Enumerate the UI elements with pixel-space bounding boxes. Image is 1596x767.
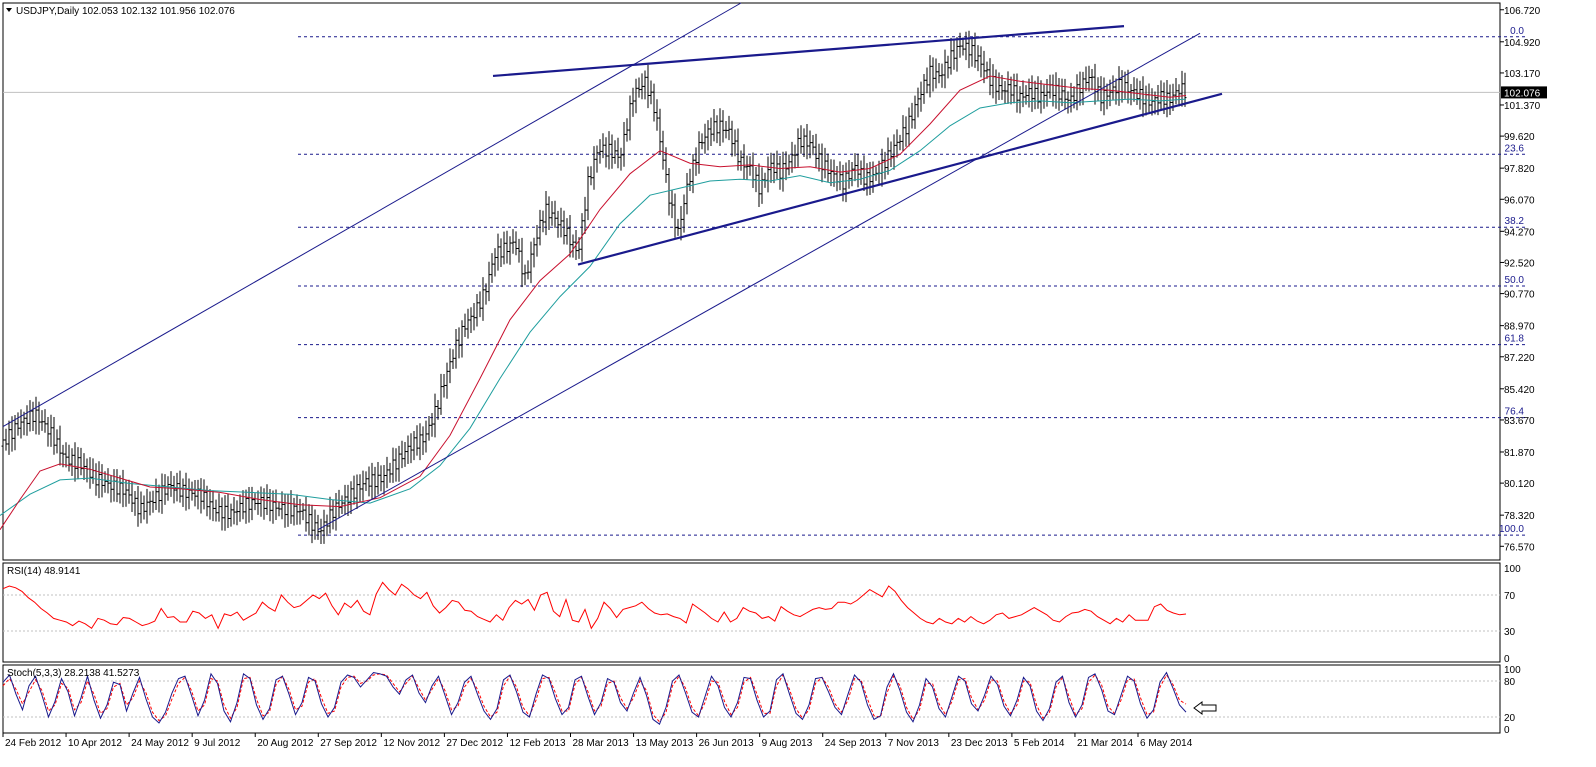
stoch-main-line	[2, 671, 1187, 725]
time-tick-label: 9 Aug 2013	[762, 738, 813, 749]
price-tick-label: 83.670	[1504, 416, 1535, 427]
price-tick-label: 80.120	[1504, 479, 1535, 490]
time-tick-label: 7 Nov 2013	[888, 738, 940, 749]
fib-level-label: 38.2	[1505, 216, 1525, 227]
fib-level-label: 23.6	[1505, 143, 1525, 154]
time-tick-label: 21 Mar 2014	[1077, 738, 1134, 749]
price-tick-label: 88.970	[1504, 322, 1535, 333]
price-tick-label: 78.320	[1504, 511, 1535, 522]
rsi-plot-area[interactable]	[2, 562, 1501, 663]
time-tick-label: 24 Feb 2012	[5, 738, 62, 749]
rsi-tick-label: 100	[1504, 564, 1521, 575]
time-tick-label: 10 Apr 2012	[68, 738, 122, 749]
fib-level-label: 50.0	[1505, 275, 1525, 286]
rsi-indicator: 100 70 30 0	[2, 564, 1521, 665]
time-tick-label: 6 May 2014	[1140, 738, 1193, 749]
moving-average-red-line	[0, 75, 1187, 530]
price-axis: 106.720 104.920 103.170 101.370 99.620 97.820…	[1500, 6, 1547, 553]
current-price-label: 102.076	[1504, 88, 1541, 99]
time-tick-label: 9 Jul 2012	[194, 738, 241, 749]
arrow-left-icon	[1193, 701, 1217, 715]
trendline-channel-lower[interactable]	[317, 32, 1201, 531]
price-tick-label: 90.770	[1504, 290, 1535, 301]
price-tick-label: 104.920	[1504, 38, 1541, 49]
time-tick-label: 28 Mar 2013	[573, 738, 630, 749]
price-tick-label: 101.370	[1504, 101, 1541, 112]
stoch-tick-label: 0	[1504, 725, 1510, 736]
trendline-ascending-support[interactable]	[577, 92, 1223, 266]
stoch-tick-label: 100	[1504, 665, 1521, 676]
price-tick-label: 97.820	[1504, 164, 1535, 175]
fibonacci-levels[interactable]: 0.0 23.6 38.2 50.0 61.8 76.4 100.0	[3, 26, 1526, 536]
price-tick-label: 106.720	[1504, 6, 1541, 17]
trendline-upper-resistance[interactable]	[492, 25, 1125, 78]
price-tick-label: 85.420	[1504, 385, 1535, 396]
chart-title: USDJPY,Daily 102.053 102.132 101.956 102…	[16, 6, 235, 17]
moving-average-green-line	[0, 98, 1187, 516]
rsi-title: RSI(14) 48.9141	[7, 566, 81, 577]
time-tick-label: 12 Nov 2012	[383, 738, 440, 749]
rsi-tick-label: 30	[1504, 627, 1516, 638]
fib-level-label: 0.0	[1510, 26, 1524, 37]
current-price-badge	[1501, 86, 1547, 99]
dropdown-arrow-icon[interactable]	[6, 8, 12, 12]
price-tick-label: 94.270	[1504, 227, 1535, 238]
time-tick-label: 12 Feb 2013	[509, 738, 566, 749]
time-tick-label: 20 Aug 2012	[257, 738, 314, 749]
price-tick-label: 87.220	[1504, 353, 1535, 364]
rsi-tick-label: 70	[1504, 591, 1516, 602]
stoch-tick-label: 80	[1504, 677, 1516, 688]
time-tick-label: 23 Dec 2013	[951, 738, 1008, 749]
price-tick-label: 103.170	[1504, 69, 1541, 80]
fib-level-label: 76.4	[1505, 407, 1525, 418]
trendlines[interactable]	[2, 2, 1223, 531]
stoch-tick-label: 20	[1504, 713, 1516, 724]
time-tick-label: 24 Sep 2013	[825, 738, 882, 749]
price-bars	[1, 30, 1187, 545]
time-tick-label: 27 Dec 2012	[446, 738, 503, 749]
stoch-signal-line	[2, 673, 1187, 723]
moving-averages	[0, 75, 1187, 530]
trendline-channel-upper[interactable]	[2, 2, 742, 427]
fib-level-label: 61.8	[1505, 334, 1525, 345]
time-tick-label: 5 Feb 2014	[1014, 738, 1065, 749]
time-tick-label: 26 Jun 2013	[699, 738, 754, 749]
price-tick-label: 92.520	[1504, 258, 1535, 269]
time-tick-label: 13 May 2013	[636, 738, 694, 749]
stoch-plot-area[interactable]	[2, 664, 1501, 734]
time-tick-label: 24 May 2012	[131, 738, 189, 749]
price-tick-label: 81.870	[1504, 448, 1535, 459]
rsi-tick-label: 0	[1504, 654, 1510, 665]
fib-level-label: 100.0	[1499, 524, 1524, 535]
price-tick-label: 96.070	[1504, 195, 1535, 206]
price-tick-label: 99.620	[1504, 132, 1535, 143]
rsi-line	[2, 581, 1187, 630]
stoch-title: Stoch(5,3,3) 28.2138 41.5273	[7, 668, 140, 679]
price-tick-label: 76.570	[1504, 542, 1535, 553]
time-axis: 24 Feb 2012 10 Apr 2012 24 May 2012 9 Jul 2…	[2, 733, 1193, 749]
time-tick-label: 27 Sep 2012	[320, 738, 377, 749]
main-plot-area[interactable]	[2, 2, 1501, 561]
